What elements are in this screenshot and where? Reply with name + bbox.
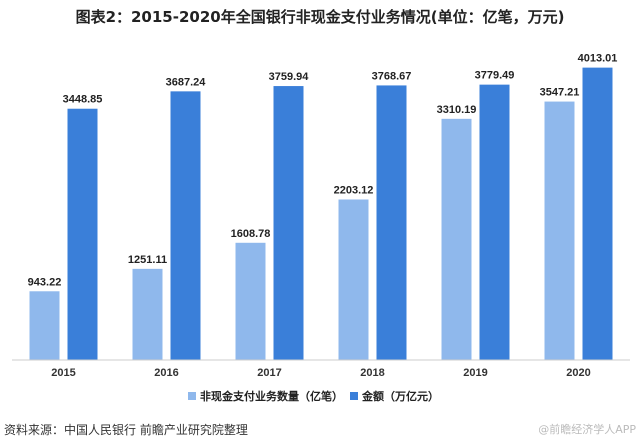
bar-2016-series1 <box>132 268 163 360</box>
x-tick-label-2016: 2016 <box>154 367 178 379</box>
value-label-2018-series1: 2203.12 <box>334 184 374 196</box>
value-label-2020-series2: 4013.01 <box>578 53 618 65</box>
value-label-2019-series2: 3779.49 <box>475 70 515 82</box>
bar-2019-series2 <box>479 84 510 361</box>
bar-2018-series1 <box>338 199 369 360</box>
value-label-2020-series1: 3547.21 <box>540 87 580 99</box>
bar-2020-series1 <box>544 101 575 360</box>
bar-2018-series2 <box>376 85 407 360</box>
legend-swatch-series2 <box>350 392 358 400</box>
x-tick-labels-group: 2015 2016 2017 2018 2019 2020 <box>51 367 590 379</box>
x-tick-label-2019: 2019 <box>463 367 487 379</box>
x-tick-label-2020: 2020 <box>566 367 590 379</box>
value-label-2018-series2: 3768.67 <box>372 70 412 82</box>
x-tick-label-2018: 2018 <box>360 367 384 379</box>
value-label-2015-series1: 943.22 <box>28 276 62 288</box>
value-label-2019-series1: 3310.19 <box>437 104 477 116</box>
bars-group <box>29 67 613 361</box>
chart-title: 图表2：2015-2020年全国银行非现金支付业务情况(单位：亿笔，万元) <box>75 8 565 26</box>
value-label-2016-series1: 1251.11 <box>128 254 167 266</box>
watermark: @前瞻经济学人APP <box>538 423 636 436</box>
bar-2016-series2 <box>170 91 201 361</box>
legend-swatch-series1 <box>188 392 196 400</box>
legend-label-series2: 金额（万亿元） <box>361 389 439 403</box>
value-label-2015-series2: 3448.85 <box>63 94 103 106</box>
bar-2020-series2 <box>582 67 613 360</box>
value-label-2017-series1: 1608.78 <box>231 228 271 240</box>
bar-2019-series1 <box>441 118 472 361</box>
bar-2015-series2 <box>67 108 98 360</box>
source-note: 资料来源：中国人民银行 前瞻产业研究院整理 <box>4 423 248 437</box>
value-label-2017-series2: 3759.94 <box>269 71 310 83</box>
x-tick-label-2017: 2017 <box>257 367 281 379</box>
legend-label-series1: 非现金支付业务数量（亿笔） <box>200 389 343 403</box>
bar-2015-series1 <box>29 291 60 360</box>
bar-2017-series2 <box>273 86 304 360</box>
value-labels-group: 943.22 3448.85 1251.11 3687.24 1608.78 3759.9… <box>28 53 618 289</box>
x-tick-label-2015: 2015 <box>51 367 75 379</box>
legend: 非现金支付业务数量（亿笔） 金额（万亿元） <box>188 389 439 403</box>
value-label-2016-series2: 3687.24 <box>166 76 207 88</box>
bar-2017-series1 <box>235 242 266 360</box>
